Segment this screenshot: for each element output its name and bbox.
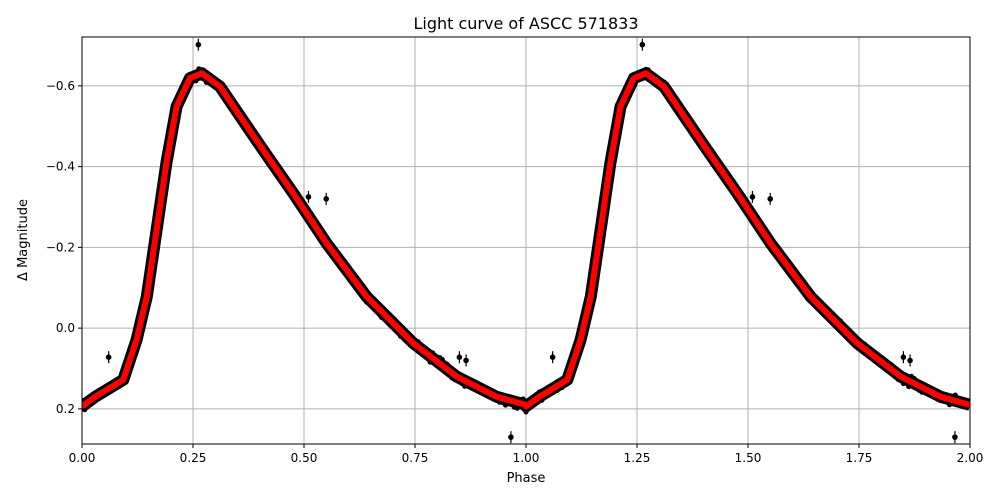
observation-point — [514, 405, 520, 411]
ticks: 0.00 0.25 0.50 0.75 1.00 1.25 1.50 1.75 2.00 −0.6… — [46, 79, 984, 465]
x-tick-label: 0.00 — [69, 451, 96, 465]
observation-point — [520, 396, 526, 402]
x-tick-label: 1.50 — [735, 451, 762, 465]
outlier-point — [749, 194, 756, 200]
y-tick-label: −0.6 — [46, 79, 75, 93]
outlier-point — [900, 354, 907, 360]
x-tick-label: 1.00 — [513, 451, 540, 465]
outlier-point — [907, 357, 913, 364]
observation-point — [900, 380, 907, 387]
observation-point — [523, 409, 529, 415]
x-tick-label: 0.50 — [291, 451, 318, 465]
grid — [81, 37, 971, 444]
y-tick-label: 0.0 — [56, 321, 75, 335]
observation-point — [946, 402, 953, 408]
x-axis-label: Phase — [507, 471, 546, 486]
x-tick-label: 0.25 — [180, 451, 207, 465]
outlier-point — [767, 196, 773, 202]
outlier-point — [456, 354, 463, 360]
x-tick-label: 1.25 — [624, 451, 651, 465]
y-tick-label: −0.2 — [46, 240, 75, 254]
observation-point — [906, 383, 912, 390]
observation-point — [196, 66, 202, 72]
series-group — [82, 38, 970, 444]
outlier-point — [952, 434, 958, 440]
outlier-point — [305, 194, 312, 200]
y-tick-label: −0.4 — [46, 160, 75, 174]
x-tick-label: 0.75 — [402, 451, 429, 465]
outlier-point — [323, 196, 330, 202]
x-tick-label: 2.00 — [957, 451, 984, 465]
x-tick-label: 1.75 — [846, 451, 873, 465]
outlier-point — [105, 354, 112, 360]
outlier-point — [639, 41, 646, 48]
outlier-point — [549, 354, 556, 360]
outlier-point — [463, 357, 469, 364]
outlier-point — [195, 41, 202, 48]
model-curve — [82, 70, 970, 410]
observation-point — [502, 402, 509, 408]
plot-area — [82, 38, 970, 444]
chart-title: Light curve of ASCC 571833 — [413, 14, 638, 33]
y-tick-label: 0.2 — [56, 402, 75, 416]
outlier-point — [508, 434, 514, 440]
observation-point — [952, 392, 958, 398]
y-axis-label: Δ Magnitude — [16, 199, 31, 281]
